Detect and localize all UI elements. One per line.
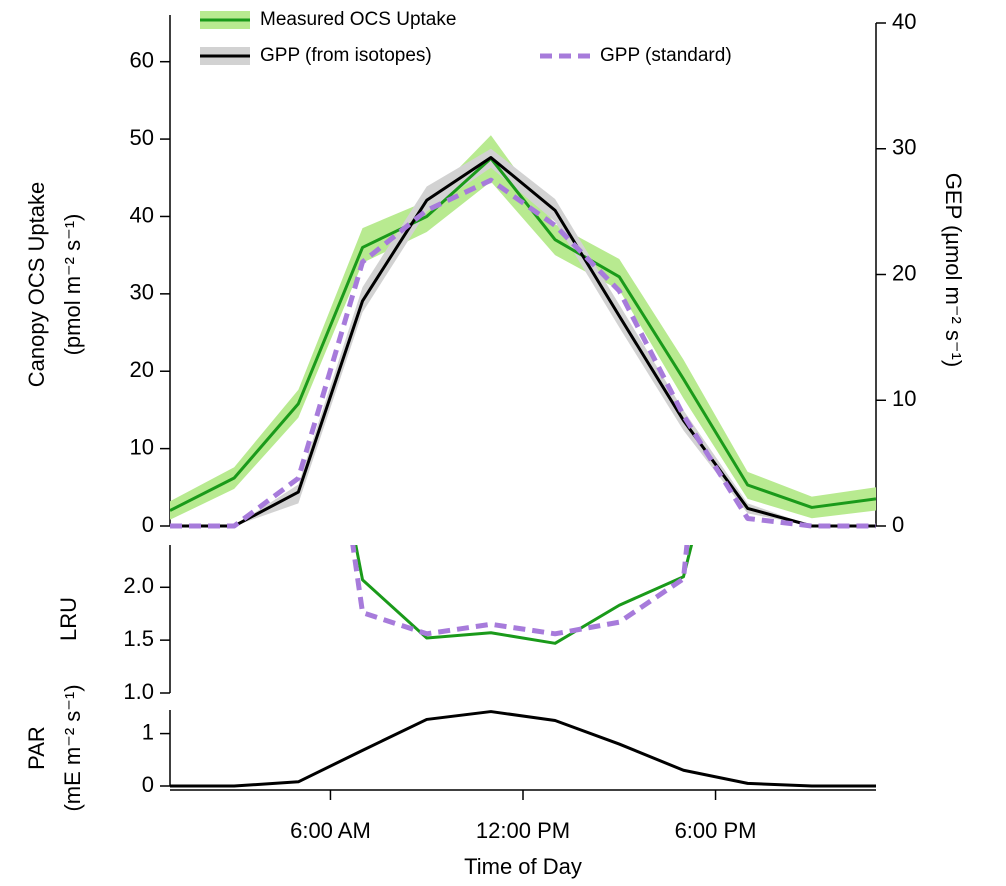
x-axis-label: Time of Day bbox=[464, 854, 582, 879]
y-axis-label: Canopy OCS Uptake bbox=[24, 182, 49, 387]
legend-label: GPP (from isotopes) bbox=[260, 45, 432, 66]
y-axis-label: LRU bbox=[56, 597, 81, 641]
plot-area bbox=[170, 710, 876, 788]
y2-tick-label: 0 bbox=[892, 512, 904, 537]
data-line bbox=[170, 710, 876, 788]
y2-tick-label: 40 bbox=[892, 9, 916, 34]
data-line bbox=[350, 545, 690, 637]
y-tick-label: 1.5 bbox=[123, 626, 154, 651]
y-tick-label: 2.0 bbox=[123, 573, 154, 598]
y-tick-label: 60 bbox=[130, 48, 154, 73]
y-tick-label: 40 bbox=[130, 202, 154, 227]
data-line bbox=[170, 156, 876, 512]
y-tick-label: 0 bbox=[142, 772, 154, 797]
y-tick-label: 0 bbox=[142, 512, 154, 537]
y-tick-label: 1 bbox=[142, 719, 154, 744]
y-tick-label: 10 bbox=[130, 434, 154, 459]
y-tick-label: 20 bbox=[130, 357, 154, 382]
legend-label: Measured OCS Uptake bbox=[260, 9, 456, 30]
legend-label: GPP (standard) bbox=[600, 45, 732, 66]
data-line bbox=[354, 545, 694, 645]
y2-axis-label: GEP (µmol m⁻² s⁻¹) bbox=[941, 173, 966, 367]
y2-tick-label: 10 bbox=[892, 386, 916, 411]
y-axis-label: (pmol m⁻² s⁻¹) bbox=[60, 214, 85, 356]
plot-area bbox=[170, 135, 876, 529]
data-line bbox=[170, 177, 876, 529]
data-line bbox=[170, 156, 876, 528]
y-tick-label: 1.0 bbox=[123, 679, 154, 704]
x-tick-label: 12:00 PM bbox=[476, 818, 570, 843]
y2-tick-label: 30 bbox=[892, 135, 916, 160]
uncertainty-band bbox=[170, 135, 876, 520]
plot-area bbox=[350, 545, 694, 645]
y-axis-label: PAR bbox=[24, 726, 49, 770]
x-tick-label: 6:00 AM bbox=[290, 818, 371, 843]
y2-tick-label: 20 bbox=[892, 260, 916, 285]
y-axis-label: (mE m⁻² s⁻¹) bbox=[60, 684, 85, 811]
y-tick-label: 50 bbox=[130, 125, 154, 150]
y-tick-label: 30 bbox=[130, 280, 154, 305]
x-tick-label: 6:00 PM bbox=[675, 818, 757, 843]
